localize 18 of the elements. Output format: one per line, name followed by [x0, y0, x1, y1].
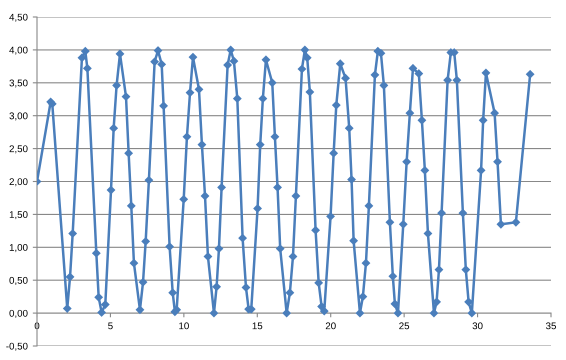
x-tick-label: 35 [546, 322, 556, 330]
y-tick-label: 0,00 [9, 310, 28, 318]
y-tick-label: 4,00 [9, 46, 28, 55]
y-tick-label: 2,00 [10, 178, 28, 186]
x-tick-label: 25 [399, 322, 410, 330]
x-tick-label: 20 [326, 322, 336, 330]
y-tick-label: 0,50 [9, 276, 28, 285]
x-tick-label: 5 [108, 322, 113, 330]
x-tick-label: 10 [179, 322, 189, 330]
x-tick-label: 15 [252, 322, 262, 330]
y-tick-label: 3,00 [9, 112, 28, 120]
y-tick-label: 3,50 [9, 80, 28, 88]
y-tick-label: 2,50 [10, 145, 28, 154]
y-tick-label: -0,50 [6, 342, 28, 351]
y-tick-label: 4,50 [9, 14, 28, 22]
x-tick-label: 30 [472, 322, 483, 330]
y-tick-label: 1,00 [10, 244, 28, 252]
y-tick-label: 1,50 [10, 211, 28, 220]
